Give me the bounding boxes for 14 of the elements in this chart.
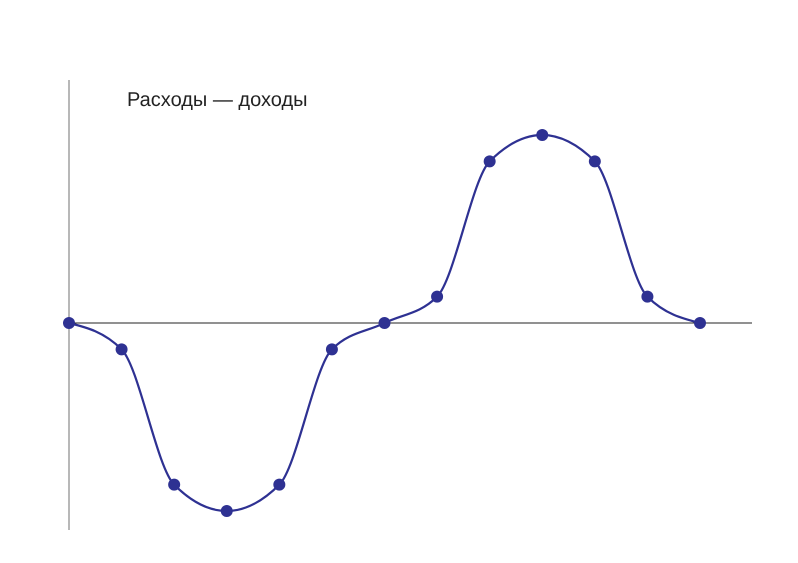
point [63, 317, 75, 329]
point [641, 290, 654, 303]
point [168, 478, 180, 491]
point [220, 505, 233, 517]
point [326, 343, 338, 356]
point [484, 155, 496, 168]
point [431, 290, 444, 303]
point [273, 478, 286, 491]
point [694, 317, 706, 329]
point [588, 155, 601, 168]
point [378, 317, 390, 329]
point [116, 343, 128, 356]
chart-title: Расходы — доходы [127, 89, 308, 111]
point [536, 129, 548, 141]
